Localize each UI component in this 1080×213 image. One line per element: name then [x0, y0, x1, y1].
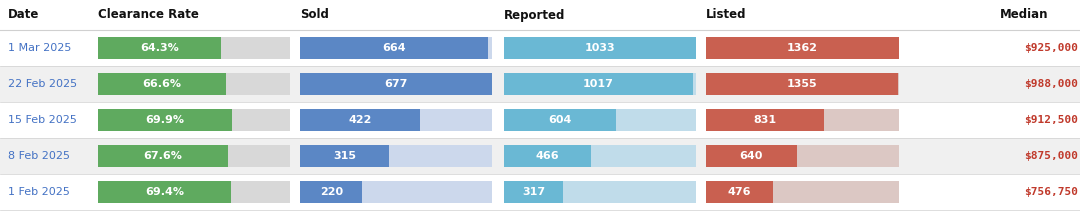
- Bar: [706, 109, 824, 131]
- Bar: [504, 73, 693, 95]
- Bar: [504, 145, 696, 167]
- Bar: [504, 145, 591, 167]
- Text: 640: 640: [740, 151, 764, 161]
- Text: Sold: Sold: [300, 9, 329, 22]
- Text: 466: 466: [536, 151, 559, 161]
- Bar: [706, 145, 899, 167]
- Text: 1362: 1362: [787, 43, 818, 53]
- Bar: [504, 37, 696, 59]
- Bar: [504, 73, 696, 95]
- Text: Clearance Rate: Clearance Rate: [98, 9, 199, 22]
- Bar: [300, 181, 492, 203]
- Text: 677: 677: [384, 79, 407, 89]
- Text: 422: 422: [348, 115, 372, 125]
- Text: 317: 317: [522, 187, 545, 197]
- Bar: [98, 109, 232, 131]
- Bar: [300, 109, 420, 131]
- Text: 15 Feb 2025: 15 Feb 2025: [8, 115, 77, 125]
- Text: 69.4%: 69.4%: [145, 187, 184, 197]
- Bar: [98, 109, 291, 131]
- Bar: [504, 37, 696, 59]
- Text: 220: 220: [320, 187, 342, 197]
- Bar: [0, 30, 1080, 66]
- Text: 315: 315: [333, 151, 356, 161]
- Text: Reported: Reported: [504, 9, 565, 22]
- Text: Date: Date: [8, 9, 39, 22]
- Bar: [300, 109, 492, 131]
- Text: 64.3%: 64.3%: [140, 43, 179, 53]
- Bar: [706, 181, 899, 203]
- Bar: [706, 37, 899, 59]
- Bar: [300, 73, 492, 95]
- Bar: [300, 73, 492, 95]
- Text: 69.9%: 69.9%: [146, 115, 185, 125]
- Bar: [300, 145, 492, 167]
- Bar: [706, 73, 897, 95]
- Text: Median: Median: [1000, 9, 1049, 22]
- Bar: [98, 37, 221, 59]
- Text: $756,750: $756,750: [1024, 187, 1078, 197]
- Text: 664: 664: [382, 43, 406, 53]
- Bar: [504, 181, 696, 203]
- Text: 22 Feb 2025: 22 Feb 2025: [8, 79, 77, 89]
- Bar: [706, 37, 899, 59]
- Text: 1 Feb 2025: 1 Feb 2025: [8, 187, 70, 197]
- Bar: [706, 109, 899, 131]
- Bar: [0, 66, 1080, 102]
- Bar: [300, 37, 492, 59]
- Bar: [98, 181, 231, 203]
- Bar: [98, 145, 228, 167]
- Text: 831: 831: [754, 115, 777, 125]
- Bar: [98, 181, 291, 203]
- Text: 1 Mar 2025: 1 Mar 2025: [8, 43, 71, 53]
- Text: 1017: 1017: [583, 79, 613, 89]
- Bar: [0, 0, 1080, 30]
- Bar: [706, 145, 797, 167]
- Bar: [300, 37, 488, 59]
- Bar: [98, 73, 226, 95]
- Text: 476: 476: [728, 187, 752, 197]
- Bar: [504, 181, 563, 203]
- Text: 1033: 1033: [584, 43, 616, 53]
- Text: $925,000: $925,000: [1024, 43, 1078, 53]
- Text: 1355: 1355: [786, 79, 818, 89]
- Bar: [0, 102, 1080, 138]
- Bar: [504, 109, 696, 131]
- Text: 67.6%: 67.6%: [144, 151, 183, 161]
- Bar: [706, 73, 899, 95]
- Bar: [706, 181, 773, 203]
- Bar: [300, 145, 389, 167]
- Text: 66.6%: 66.6%: [143, 79, 181, 89]
- Bar: [98, 37, 291, 59]
- Text: 8 Feb 2025: 8 Feb 2025: [8, 151, 70, 161]
- Text: $875,000: $875,000: [1024, 151, 1078, 161]
- Bar: [98, 73, 291, 95]
- Text: $988,000: $988,000: [1024, 79, 1078, 89]
- Text: Listed: Listed: [706, 9, 746, 22]
- Bar: [0, 138, 1080, 174]
- Bar: [504, 109, 617, 131]
- Bar: [0, 174, 1080, 210]
- Bar: [98, 145, 291, 167]
- Text: $912,500: $912,500: [1024, 115, 1078, 125]
- Bar: [300, 181, 363, 203]
- Text: 604: 604: [549, 115, 571, 125]
